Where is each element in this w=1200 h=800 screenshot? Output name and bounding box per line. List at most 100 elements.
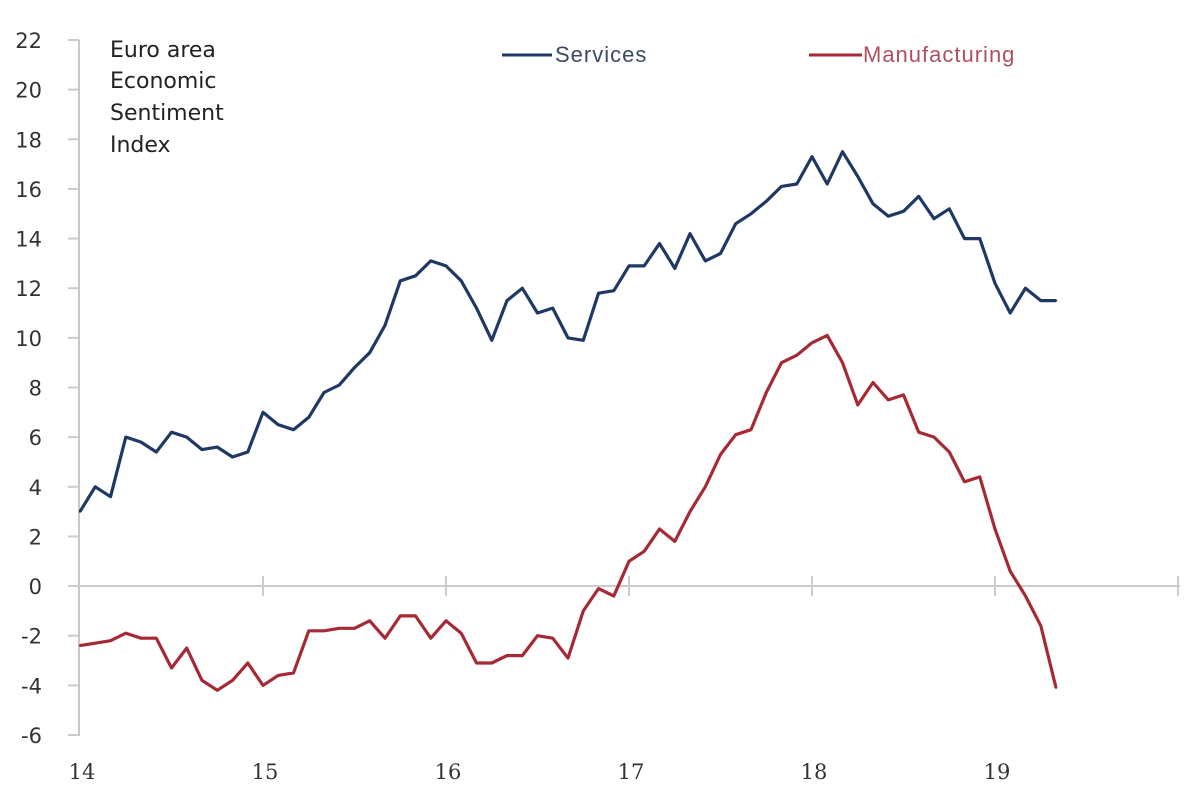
data-point-services [902,210,905,213]
data-point-services [94,485,97,488]
data-point-manufacturing [1024,594,1027,598]
data-point-services [246,450,249,454]
data-point-services [597,292,600,295]
data-point-services [1054,299,1058,302]
data-point-manufacturing [856,403,859,407]
data-point-services [338,383,341,387]
data-point-services [460,279,463,282]
y-tick-label: 14 [15,228,42,252]
y-tick-label: -4 [21,674,42,698]
data-point-services [78,510,82,513]
data-point-services [490,339,493,342]
data-point-services [1024,287,1027,290]
y-tick-label: -2 [21,625,42,649]
data-point-manufacturing [810,341,814,344]
data-point-services [216,445,219,449]
data-point-services [521,287,524,290]
data-point-manufacturing [460,632,463,635]
data-point-manufacturing [109,639,112,642]
data-point-manufacturing [383,637,387,640]
data-point-services [139,440,143,444]
data-point-services [1039,299,1043,302]
data-point-manufacturing [795,354,798,357]
data-point-services [627,264,631,268]
y-tick-label: -6 [21,724,42,748]
title-line-1: Euro area [110,38,216,63]
data-point-services [429,259,432,263]
data-point-services [963,237,966,240]
data-point-manufacturing [246,661,249,665]
y-tick-label: 0 [29,575,42,599]
data-point-manufacturing [368,619,371,622]
data-point-manufacturing [749,428,753,431]
data-point-services [917,195,920,198]
data-point-manufacturing [536,634,539,637]
data-point-services [414,274,417,277]
data-point-services [475,306,478,310]
data-point-services [612,289,615,292]
data-point-manufacturing [948,450,951,454]
data-point-services [978,237,981,240]
data-point-manufacturing [139,637,143,640]
data-point-manufacturing [185,646,188,650]
data-point-services [810,155,814,158]
data-point-manufacturing [429,637,432,640]
x-tick-label: 14 [69,760,96,784]
y-tick-label: 4 [29,476,42,500]
y-tick-label: 16 [15,178,42,202]
data-point-services [887,215,890,218]
data-point-manufacturing [826,334,829,337]
data-point-manufacturing [993,527,997,531]
data-point-manufacturing [1054,686,1058,689]
data-point-services [734,222,737,225]
legend: Services Manufacturing [502,42,1014,67]
data-point-services [231,455,234,459]
data-point-manufacturing [521,654,524,657]
y-tick-label: 12 [15,277,42,301]
data-point-manufacturing [322,629,326,632]
data-point-services [185,435,188,439]
data-point-manufacturing [1039,624,1043,627]
data-point-services [688,232,692,235]
data-point-services [871,202,875,205]
x-tick-label: 16 [435,760,462,784]
data-point-manufacturing [155,637,158,640]
x-tick-label: 19 [984,760,1011,784]
data-point-manufacturing [734,433,737,436]
data-point-manufacturing [414,614,417,618]
data-point-manufacturing [673,540,676,543]
data-point-services [124,435,128,439]
x-ticks: 14 15 16 17 18 19 [69,576,1179,784]
data-point-services [353,366,356,369]
data-point-manufacturing [658,527,661,531]
data-point-services [658,242,661,245]
data-point-services [826,182,829,186]
y-tick-label: 20 [15,79,42,103]
x-tick-label: 18 [801,760,828,784]
data-point-services [795,182,798,186]
data-point-manufacturing [444,619,448,622]
data-point-manufacturing [200,679,204,682]
title-line-4: Index [110,133,171,158]
data-point-manufacturing [124,632,128,635]
data-point-manufacturing [917,431,920,434]
data-point-manufacturing [887,398,890,402]
data-point-manufacturing [307,629,310,632]
data-point-services [993,282,997,285]
series-line-manufacturing [79,333,1058,692]
data-point-services [765,200,768,203]
data-point-manufacturing [551,637,554,640]
x-tick-label: 15 [252,760,279,784]
data-point-services [307,416,310,419]
chart-title: Euro area Economic Sentiment Index [110,38,224,158]
data-point-manufacturing [231,679,234,682]
data-point-manufacturing [902,393,905,397]
data-point-manufacturing [353,627,356,630]
x-tick-label: 17 [618,760,645,784]
data-point-manufacturing [261,684,265,687]
y-tick-label: 22 [15,29,42,53]
y-tick-label: 6 [29,426,42,450]
data-point-manufacturing [597,587,600,590]
